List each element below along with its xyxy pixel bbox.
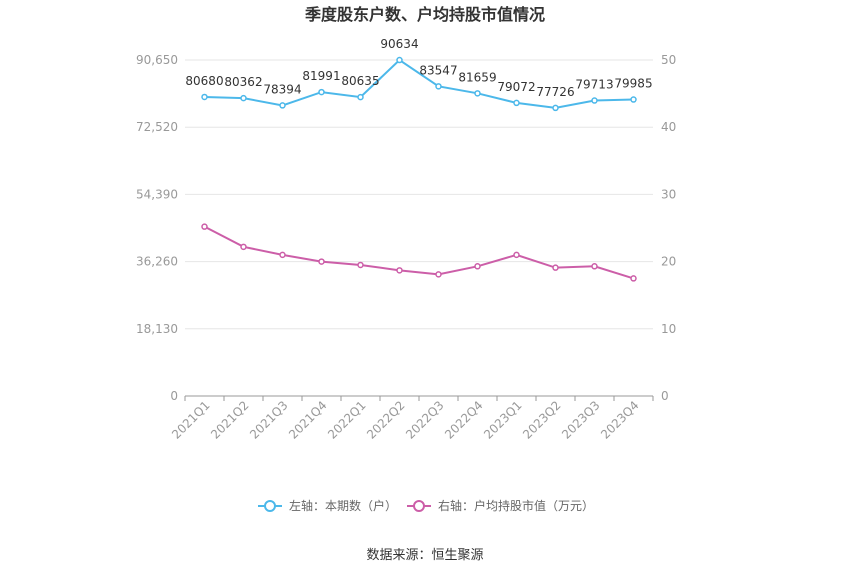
- data-point: [474, 263, 481, 270]
- data-point: [552, 264, 559, 271]
- right-tick-label: 50: [661, 53, 676, 67]
- data-label: 77726: [536, 85, 574, 99]
- data-point: [513, 99, 520, 107]
- data-point: [318, 88, 325, 96]
- x-tick-label: 2021Q2: [208, 398, 252, 442]
- right-tick-label: 0: [661, 389, 669, 403]
- left-tick-label: 36,260: [136, 255, 178, 269]
- left-tick-label: 54,390: [136, 187, 178, 201]
- series-line-2: [204, 225, 634, 280]
- right-tick-label: 20: [661, 255, 676, 269]
- right-tick-label: 30: [661, 187, 676, 201]
- data-label: 79985: [614, 77, 652, 91]
- data-point: [357, 93, 364, 101]
- x-tick-label: 2022Q1: [325, 398, 369, 442]
- data-label: 78394: [263, 82, 301, 96]
- data-point: [474, 90, 481, 97]
- right-tick-label: 40: [661, 120, 676, 134]
- x-tick-label: 2022Q2: [364, 398, 408, 442]
- data-point: [591, 263, 598, 270]
- source-note: 数据来源：恒生聚源: [366, 548, 483, 563]
- data-label: 90634: [380, 37, 418, 51]
- data-point: [357, 261, 364, 269]
- legend-marker: [264, 500, 276, 512]
- data-point: [552, 104, 559, 112]
- data-label: 81659: [458, 70, 496, 84]
- data-point: [279, 251, 286, 259]
- data-point: [630, 275, 637, 282]
- data-point: [240, 243, 247, 251]
- data-point: [513, 251, 520, 259]
- legend-marker: [413, 500, 425, 512]
- left-tick-label: 90,650: [136, 53, 178, 67]
- x-tick-label: 2023Q2: [520, 398, 564, 442]
- data-label: 80635: [341, 74, 379, 88]
- data-point: [630, 96, 637, 103]
- x-tick-label: 2021Q4: [286, 398, 330, 442]
- chart-title: 季度股东户数、户均持股市值情况: [304, 5, 545, 24]
- data-point: [201, 223, 208, 230]
- left-tick-label: 72,520: [136, 120, 178, 134]
- data-label: 80362: [224, 75, 262, 89]
- data-label: 80680: [185, 74, 223, 88]
- data-point: [318, 258, 325, 265]
- data-point: [240, 94, 247, 102]
- x-tick-label: 2023Q1: [481, 398, 525, 442]
- x-tick-label: 2023Q3: [559, 398, 603, 442]
- data-point: [591, 97, 598, 104]
- x-tick-label: 2021Q1: [169, 398, 213, 442]
- right-tick-label: 10: [661, 322, 676, 336]
- legend-label: 右轴：户均持股市值（万元）: [438, 498, 594, 513]
- left-tick-label: 18,130: [136, 322, 178, 336]
- x-tick-label: 2022Q3: [403, 398, 447, 442]
- data-point: [435, 271, 442, 278]
- legend-label: 左轴：本期数（户）: [289, 498, 397, 513]
- data-label: 79713: [575, 78, 613, 92]
- data-point: [435, 83, 442, 90]
- x-axis: 2021Q12021Q22021Q32021Q42022Q12022Q22022…: [169, 396, 654, 442]
- left-tick-label: 0: [170, 389, 178, 403]
- data-point: [201, 93, 208, 101]
- series-line-1: [204, 58, 634, 109]
- data-point: [396, 267, 403, 274]
- left-axis: 0 18,130 36,260 54,390 72,520 90,650: [136, 53, 178, 403]
- data-point: [396, 56, 403, 64]
- x-tick-label: 2022Q4: [442, 398, 486, 442]
- data-label: 83547: [419, 63, 457, 77]
- right-axis: 0 10 20 30 40 50: [661, 53, 676, 403]
- legend: 左轴：本期数（户） 右轴：户均持股市值（万元）: [258, 498, 594, 513]
- x-tick-label: 2021Q3: [247, 398, 291, 442]
- data-point: [279, 102, 286, 109]
- data-label: 81991: [302, 69, 340, 83]
- data-label: 79072: [497, 80, 535, 94]
- x-tick-label: 2023Q4: [598, 398, 642, 442]
- grid: [185, 59, 653, 397]
